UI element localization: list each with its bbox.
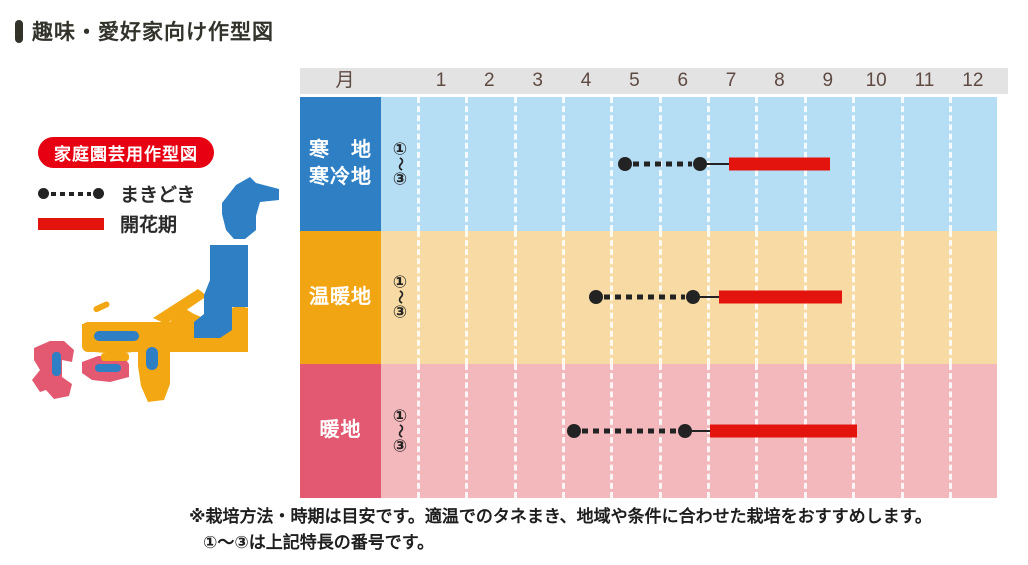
feature-number-marker: ① 〜 ③ <box>392 406 409 456</box>
month-gridline <box>465 97 469 231</box>
sowing-dotted-line-icon <box>38 187 104 200</box>
month-header-6: 6 <box>677 70 689 91</box>
month-gridline <box>465 364 469 498</box>
japan-climate-map <box>32 177 279 402</box>
month-header-7: 7 <box>725 70 737 91</box>
legend-badge: 家庭園芸用作型図 <box>38 137 214 168</box>
region-timeline-area: ① 〜 ③ <box>381 364 997 498</box>
connector-line <box>692 296 720 299</box>
month-gridline <box>562 230 566 365</box>
region-label: 温暖地 <box>300 230 381 365</box>
region-row-温暖地: 温暖地 ① 〜 ③ <box>300 230 997 365</box>
month-gridline <box>852 230 856 365</box>
month-gridline <box>465 230 469 365</box>
connector-line <box>685 429 710 432</box>
month-gridline <box>610 97 614 231</box>
region-timeline-area: ① 〜 ③ <box>381 230 997 365</box>
page-title-text: 趣味・愛好家向け作型図 <box>32 21 274 44</box>
sowing-period-dot <box>567 423 582 438</box>
region-timeline-area: ① 〜 ③ <box>381 97 997 231</box>
flowering-red-bar-icon <box>38 217 104 230</box>
page-title: 趣味・愛好家向け作型図 <box>15 16 274 46</box>
month-gridline <box>562 364 566 498</box>
month-numbers: 1 2 3 4 5 6 7 8 9 10 11 12 <box>390 68 1008 94</box>
sowing-period-line <box>632 161 692 167</box>
month-gridline <box>513 230 517 365</box>
legend-label-sowing: まきどき <box>120 185 196 206</box>
month-header-label: 月 <box>335 70 355 91</box>
flowering-period-bar <box>728 157 831 171</box>
region-row-寒地寒冷地: 寒 地寒冷地 ① 〜 ③ <box>300 97 997 231</box>
legend-item-flowering: 開花期 <box>38 210 177 237</box>
month-gridline <box>513 97 517 231</box>
month-header-4: 4 <box>580 70 592 91</box>
sowing-period-dot <box>617 156 632 171</box>
map-cold-zone <box>194 177 279 338</box>
month-header-8: 8 <box>774 70 785 91</box>
map-temperate-zone <box>82 289 248 402</box>
region-label: 寒 地寒冷地 <box>300 97 381 231</box>
month-header-1: 1 <box>435 70 447 91</box>
month-gridline <box>562 97 566 231</box>
month-header-row: 月 1 2 3 4 5 6 7 8 9 10 11 12 <box>300 68 1008 94</box>
month-gridline <box>852 97 856 231</box>
footnote-line-1: ※栽培方法・時期は目安です。適温でのタネまき、地域や条件に合わせた栽培をおすすめ… <box>189 507 932 526</box>
month-gridline <box>948 364 952 498</box>
connector-line <box>699 162 729 165</box>
region-label: 暖地 <box>300 364 381 498</box>
month-header-3: 3 <box>532 70 543 91</box>
map-warm-zone-details <box>52 352 129 376</box>
month-gridline <box>948 97 952 231</box>
map-inland-water-stripes <box>94 331 158 370</box>
month-header-12: 12 <box>962 70 984 91</box>
month-header-11: 11 <box>914 70 935 91</box>
month-gridline <box>900 97 904 231</box>
sowing-period-line <box>582 428 678 434</box>
month-header-2: 2 <box>484 70 495 91</box>
month-header-5: 5 <box>629 70 640 91</box>
chart-rows: 寒 地寒冷地 ① 〜 ③ 温暖地 ① 〜 ③ 暖地 ① 〜 ③ <box>300 97 997 498</box>
feature-number-marker: ① 〜 ③ <box>392 139 409 189</box>
month-gridline <box>948 230 952 365</box>
flowering-period-bar <box>719 290 843 304</box>
legend-label-flowering: 開花期 <box>120 215 178 236</box>
flowering-period-bar <box>709 424 857 438</box>
sowing-period-line <box>603 294 685 300</box>
month-gridline <box>900 230 904 365</box>
feature-number-marker: ① 〜 ③ <box>392 272 409 322</box>
legend-item-sowing: まきどき <box>38 180 195 207</box>
month-gridline <box>513 364 517 498</box>
month-gridline <box>417 97 420 231</box>
footnote-line-2: ①〜③は上記特長の番号です。 <box>203 532 435 552</box>
footnote: ※栽培方法・時期は目安です。適温でのタネまき、地域や条件に合わせた栽培をおすすめ… <box>189 504 932 555</box>
month-gridline <box>417 230 420 365</box>
month-header-9: 9 <box>822 70 834 91</box>
sowing-period-dot <box>588 290 603 305</box>
month-header-10: 10 <box>865 70 887 91</box>
title-bar-icon <box>15 19 23 43</box>
planting-calendar-chart: 月 1 2 3 4 5 6 7 8 9 10 11 12 寒 地寒冷地 ① 〜 ③ 温暖地 ① 〜 ③ 暖地 ① 〜 ③ <box>300 68 1010 498</box>
month-gridline <box>417 364 420 498</box>
region-row-暖地: 暖地 ① 〜 ③ <box>300 364 997 498</box>
month-gridline <box>900 364 904 498</box>
